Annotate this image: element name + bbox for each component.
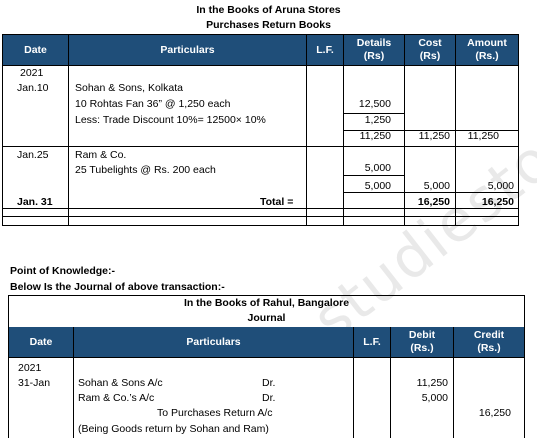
knowledge-heading: Point of Knowledge:- [10,265,115,277]
entry2-details1: 5,000 [364,162,391,174]
journal-line1-dr: Dr. [262,377,276,389]
books1-subtitle: Purchases Return Books [206,19,331,31]
journal-year: 2021 [18,362,42,374]
entry1-line2: 10 Rohtas Fan 36” @ 1,250 each [75,98,231,110]
journal-line2-dr: Dr. [262,392,276,404]
col-header-cost: Cost (Rs) [405,35,455,65]
entry2-line1: Ram & Co. [75,149,127,161]
col-header-details: Details (Rs) [344,35,404,65]
entry1-cost: 11,250 [418,130,450,142]
col-header-date: Date [3,35,68,65]
journal-debit2: 5,000 [421,392,448,404]
knowledge-subheading: Below Is the Journal of above transactio… [10,281,225,293]
journal-line2: Ram & Co.’s A/c [78,392,155,404]
books1-title: In the Books of Aruna Stores [196,4,341,16]
journal-date: 31-Jan [18,377,51,389]
journal-col-credit: Credit (Rs.) [454,327,524,357]
col-header-lf: L.F. [307,35,343,65]
total-date: Jan. 31 [17,196,53,208]
col-header-amount: Amount (Rs.) [456,35,518,65]
journal-line1: Sohan & Sons A/c [78,377,163,389]
journal-table: Date Particulars L.F. Debit (Rs.) Credit(… [8,327,525,438]
entry2-amount: 5,000 [487,180,514,192]
total-amount: 16,250 [481,196,514,208]
journal-col-lf: L.F. [354,327,390,357]
entry1-amount: 11,250 [467,130,499,142]
journal-col-particulars: Particulars [74,327,353,357]
journal-credit: 16,250 [478,407,511,419]
journal-col-date: Date [9,327,73,357]
total-label: Total = [260,196,294,208]
entry2-line2: 25 Tubelights @ Rs. 200 each [75,164,216,176]
entry1-line3: Less: Trade Discount 10%= 12500× 10% [75,114,266,126]
entry1-date: Jan.10 [17,82,49,94]
total-cost: 16,250 [417,196,450,208]
entry2-cost: 5,000 [423,180,450,192]
entry1-details1: 12,500 [358,98,391,110]
journal-line4: (Being Goods return by Sohan and Ram) [78,423,269,435]
journal-col-debit: Debit (Rs.) [391,327,453,357]
year-label: 2021 [20,67,44,79]
books2-subtitle: Journal [247,312,286,324]
entry1-details2: 1,250 [364,114,391,126]
journal-debit1: 11,250 [416,377,448,389]
journal-title-box: In the Books of Rahul, Bangalore Journal [8,295,525,327]
books2-title: In the Books of Rahul, Bangalore [183,297,350,309]
entry1-line1: Sohan & Sons, Kolkata [75,82,183,94]
entry2-date: Jan.25 [17,149,49,161]
entry2-details2: 5,000 [364,180,391,192]
journal-line3: To Purchases Return A/c [157,407,273,419]
entry1-details3: 11,250 [359,130,391,142]
purchases-return-book-table: Date Particulars L.F. Details (Rs) Cost (R… [2,34,519,226]
col-header-particulars: Particulars [69,35,306,65]
